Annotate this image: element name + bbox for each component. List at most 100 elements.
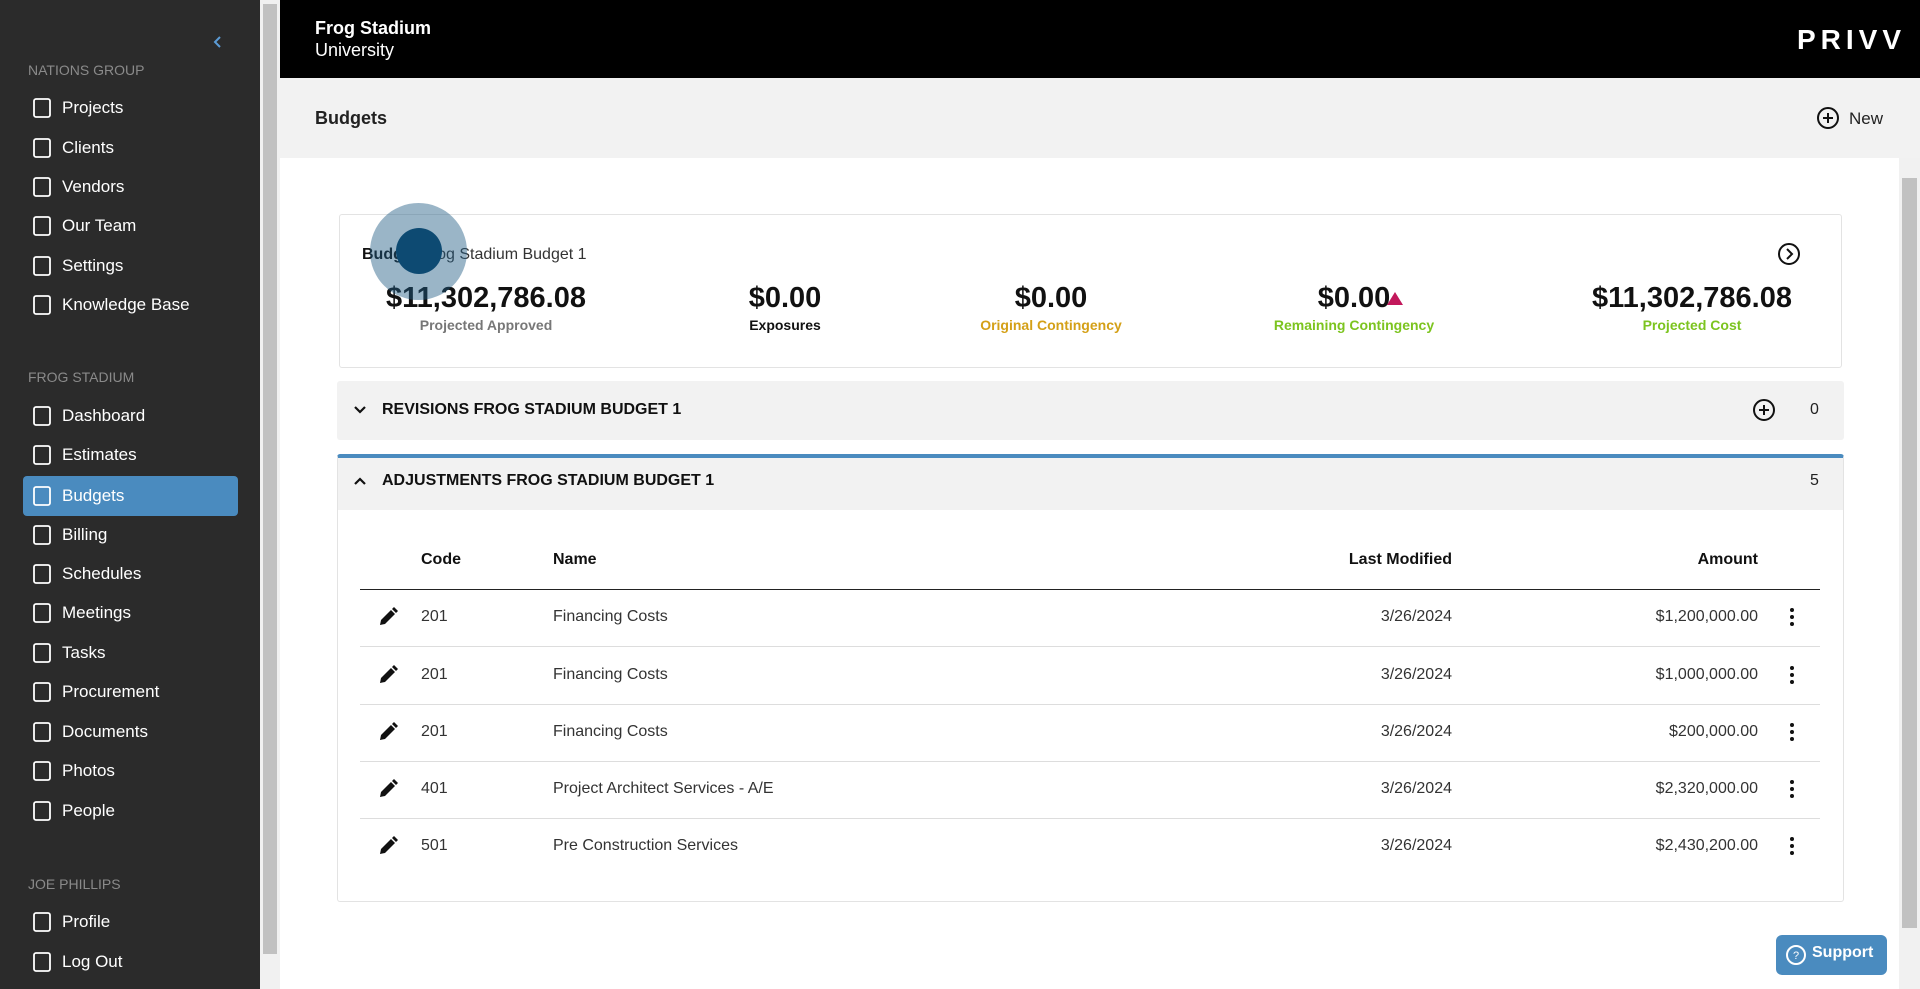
- column-header: Amount: [1697, 551, 1758, 568]
- nav-item[interactable]: Profile: [62, 912, 111, 931]
- nav-item[interactable]: Knowledge Base: [62, 295, 190, 314]
- active-highlight[interactable]: [23, 476, 238, 516]
- edit-icon[interactable]: [376, 720, 400, 744]
- scroll-thumb: [263, 4, 277, 954]
- summary-card: [339, 214, 1842, 368]
- more-icon[interactable]: [1780, 777, 1804, 801]
- nav-item[interactable]: Procurement: [62, 682, 160, 701]
- row-divider: [360, 818, 1820, 819]
- open-icon[interactable]: [1777, 242, 1801, 266]
- edit-icon[interactable]: [376, 834, 400, 858]
- new-button[interactable]: New: [1849, 109, 1884, 128]
- nav-icon: [33, 912, 51, 932]
- nav-item[interactable]: Schedules: [62, 564, 142, 583]
- nav-icon: [33, 761, 51, 781]
- nav-item[interactable]: Clients: [62, 138, 114, 157]
- top-header: [280, 0, 1920, 78]
- row-divider: [360, 704, 1820, 705]
- table-cell: Financing Costs: [553, 723, 668, 740]
- table-cell: 3/26/2024: [1380, 608, 1452, 625]
- nav-item[interactable]: Documents: [62, 722, 148, 741]
- table-cell: $2,430,200.00: [1655, 837, 1758, 854]
- table-cell: 3/26/2024: [1380, 780, 1452, 797]
- revisions-count: 0: [1810, 401, 1819, 418]
- table-cell: $1,200,000.00: [1655, 608, 1758, 625]
- sidebar-section-title: JOE PHILLIPS: [28, 876, 121, 892]
- nav-icon: [33, 525, 51, 545]
- nav-item[interactable]: Photos: [62, 761, 115, 780]
- edit-icon[interactable]: [376, 605, 400, 629]
- nav-item[interactable]: Tasks: [62, 643, 106, 662]
- nav-item[interactable]: Dashboard: [62, 406, 146, 425]
- nav-item[interactable]: Our Team: [62, 216, 137, 235]
- expand-icon[interactable]: [348, 398, 372, 422]
- nav-icon: [33, 445, 51, 465]
- svg-text:?: ?: [1793, 950, 1799, 962]
- adjustments-header[interactable]: [338, 458, 1843, 510]
- nav-icon: [33, 138, 51, 158]
- nav-item[interactable]: Billing: [62, 525, 108, 544]
- nav-item[interactable]: Budgets: [62, 486, 125, 505]
- table-cell: 201: [421, 666, 448, 683]
- nav-icon: [33, 682, 51, 702]
- summary-name: Frog Stadium Budget 1: [422, 246, 587, 263]
- nav-icon: [33, 256, 51, 276]
- row-divider: [360, 761, 1820, 762]
- table-cell: 3/26/2024: [1380, 837, 1452, 854]
- table-cell: 401: [421, 780, 448, 797]
- table-cell: Financing Costs: [553, 608, 668, 625]
- nav-icon: [33, 643, 51, 663]
- metric-value: $0.00: [1317, 282, 1391, 314]
- scroll-thumb: [1902, 178, 1917, 928]
- column-header: Name: [553, 551, 597, 568]
- nav-item[interactable]: Log Out: [62, 952, 123, 971]
- table-cell: 501: [421, 837, 448, 854]
- nav-item[interactable]: Vendors: [62, 177, 125, 196]
- row-divider: [360, 646, 1820, 647]
- nav-item[interactable]: People: [62, 801, 115, 820]
- click-dot: [396, 228, 442, 274]
- nav-item[interactable]: Settings: [62, 256, 124, 275]
- table-cell: Project Architect Services - A/E: [553, 780, 774, 797]
- collapse-icon[interactable]: [210, 34, 226, 50]
- collapse-icon[interactable]: [348, 469, 372, 493]
- nav-item[interactable]: Meetings: [62, 603, 131, 622]
- sidebar-section-title: FROG STADIUM: [28, 369, 135, 385]
- more-icon[interactable]: [1780, 605, 1804, 629]
- table-cell: Pre Construction Services: [553, 837, 738, 854]
- table-cell: 201: [421, 608, 448, 625]
- nav-item[interactable]: Estimates: [62, 445, 137, 464]
- metric-label: Projected Cost: [1642, 317, 1742, 333]
- adjustments-panel: [337, 454, 1844, 902]
- more-icon[interactable]: [1780, 834, 1804, 858]
- table-cell: 201: [421, 723, 448, 740]
- edit-icon[interactable]: [376, 663, 400, 687]
- metric-label: Remaining Contingency: [1273, 317, 1435, 333]
- table-cell: Financing Costs: [553, 666, 668, 683]
- column-header: Code: [421, 551, 461, 568]
- revisions-title: REVISIONS FROG STADIUM BUDGET 1: [382, 401, 682, 418]
- nav-icon: [33, 603, 51, 623]
- header-subtitle: University: [315, 40, 395, 60]
- column-header: Last Modified: [1348, 551, 1452, 568]
- support-label[interactable]: Support: [1812, 944, 1874, 961]
- revisions-panel[interactable]: [337, 381, 1844, 440]
- more-icon[interactable]: [1780, 720, 1804, 744]
- support-button[interactable]: [1776, 935, 1887, 975]
- table-cell: $200,000.00: [1669, 723, 1758, 740]
- nav-icon: [33, 801, 51, 821]
- nav-icon: [33, 486, 51, 506]
- table-cell: $2,320,000.00: [1655, 780, 1758, 797]
- nav-icon: [33, 564, 51, 584]
- edit-icon[interactable]: [376, 777, 400, 801]
- adjustments-count: 5: [1810, 472, 1819, 489]
- help-icon: ?: [1786, 945, 1806, 965]
- add-icon[interactable]: [1752, 398, 1776, 422]
- nav-item[interactable]: Projects: [62, 98, 124, 117]
- more-icon[interactable]: [1780, 663, 1804, 687]
- metric-label: Projected Approved: [419, 317, 553, 333]
- metric-value: $11,302,786.08: [1592, 282, 1792, 314]
- new-icon[interactable]: [1816, 106, 1840, 130]
- metric-label: Original Contingency: [980, 317, 1122, 333]
